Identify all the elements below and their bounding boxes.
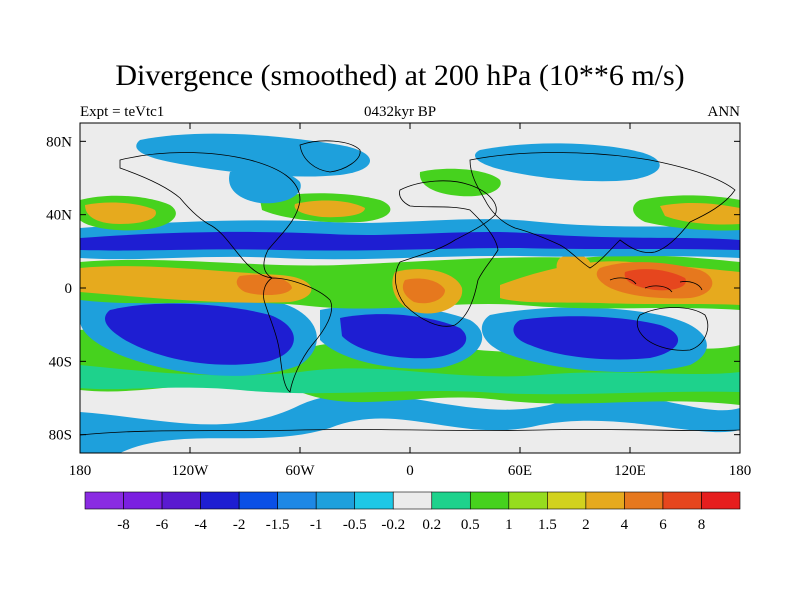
contour-arctic-blue xyxy=(136,133,370,177)
experiment-label: Expt = teVtc1 xyxy=(80,104,165,120)
lon-tick-label: 180 xyxy=(69,463,92,479)
contour-hudson-blue xyxy=(229,169,301,204)
contour-south-atlantic-dark xyxy=(340,314,467,359)
colorbar-label: 2 xyxy=(582,517,590,533)
colorbar-label: -1 xyxy=(310,517,323,533)
contour-west-pacific-orange xyxy=(660,202,740,225)
antarctica-coast xyxy=(80,429,740,436)
colorbar-label: -2 xyxy=(233,517,246,533)
colorbar-label: 1.5 xyxy=(538,517,557,533)
colorbar-box-15 xyxy=(662,491,702,510)
lat-tick-label: 80N xyxy=(46,134,72,150)
australia-coast xyxy=(636,307,709,351)
contour-pacific-itcz-red xyxy=(236,274,292,296)
colorbar-label: -6 xyxy=(156,517,169,533)
contour-north-subtropic-dark xyxy=(80,231,740,251)
contour-maritime-continent-core xyxy=(624,269,686,291)
colorbar-box-5 xyxy=(277,491,317,510)
north-america-coast xyxy=(119,152,301,279)
colorbar-box-9 xyxy=(431,491,471,510)
lat-tick-label: 0 xyxy=(65,281,73,297)
colorbar-box-4 xyxy=(238,491,278,510)
greenland-coast xyxy=(299,140,361,173)
maritime-islands-coast xyxy=(609,277,703,293)
colorbar: -8 -6 -4 -2 -1.5 -1 -0.5 -0.2 0.2 0.5 1 1.5 2 4 6 8 xyxy=(84,491,741,533)
colorbar-box-6 xyxy=(315,491,356,510)
colorbar-box-12 xyxy=(547,491,587,510)
lat-tick-label: 80S xyxy=(49,428,72,444)
colorbar-box-8 xyxy=(392,491,433,510)
lon-tick-label: 120E xyxy=(614,463,646,479)
south-america-coast xyxy=(263,277,332,393)
lat-tick-label: 40N xyxy=(46,208,72,224)
colorbar-label: 8 xyxy=(698,517,706,533)
asia-coast xyxy=(469,152,736,269)
coastlines xyxy=(80,140,740,436)
colorbar-box-7 xyxy=(354,491,394,510)
latitude-axis: 80N 40N 0 40S 80S xyxy=(46,134,740,444)
contour-siberia-blue xyxy=(475,143,660,182)
colorbar-label: 0.5 xyxy=(461,517,480,533)
colorbar-label: 0.2 xyxy=(422,517,441,533)
lon-tick-label: 60E xyxy=(508,463,532,479)
colorbar-label: 1 xyxy=(505,517,513,533)
contour-indian-ocean-dark xyxy=(513,316,679,360)
chart-title: Divergence (smoothed) at 200 hPa (10**6 … xyxy=(115,59,685,92)
colorbar-box-0 xyxy=(84,491,124,510)
contour-africa-red xyxy=(402,278,445,304)
colorbar-box-1 xyxy=(123,491,163,510)
lon-tick-label: 0 xyxy=(406,463,414,479)
colorbar-label: 6 xyxy=(659,517,667,533)
colorbar-box-14 xyxy=(624,491,664,510)
contour-north-pacific-orange xyxy=(85,202,156,224)
colorbar-label: -1.5 xyxy=(266,517,290,533)
season-label: ANN xyxy=(707,104,741,120)
longitude-axis: 180 120W 60W 0 60E 120E 180 xyxy=(69,123,752,479)
colorbar-box-3 xyxy=(200,491,240,510)
colorbar-label: -8 xyxy=(117,517,130,533)
colorbar-box-11 xyxy=(508,491,548,510)
lat-tick-label: 40S xyxy=(49,354,72,370)
lon-tick-label: 180 xyxy=(729,463,752,479)
lon-tick-label: 120W xyxy=(172,463,210,479)
lon-tick-label: 60W xyxy=(285,463,315,479)
colorbar-label: -0.5 xyxy=(343,517,367,533)
colorbar-box-13 xyxy=(585,491,625,510)
contour-india-orange xyxy=(556,254,592,281)
europe-africa-coast xyxy=(395,180,499,327)
map-plot-area xyxy=(80,123,740,453)
contour-north-atlantic-orange xyxy=(294,200,365,218)
colorbar-label: -4 xyxy=(194,517,207,533)
colorbar-label: -0.2 xyxy=(381,517,405,533)
colorbar-box-16 xyxy=(701,491,741,510)
contour-southern-green-light xyxy=(80,365,740,395)
contour-south-pacific-dark xyxy=(105,303,294,365)
colorbar-box-10 xyxy=(469,491,510,510)
period-label: 0432kyr BP xyxy=(363,104,437,120)
colorbar-box-2 xyxy=(161,491,201,510)
contour-southern-ocean-gray xyxy=(120,418,740,453)
colorbar-label: 4 xyxy=(621,517,629,533)
